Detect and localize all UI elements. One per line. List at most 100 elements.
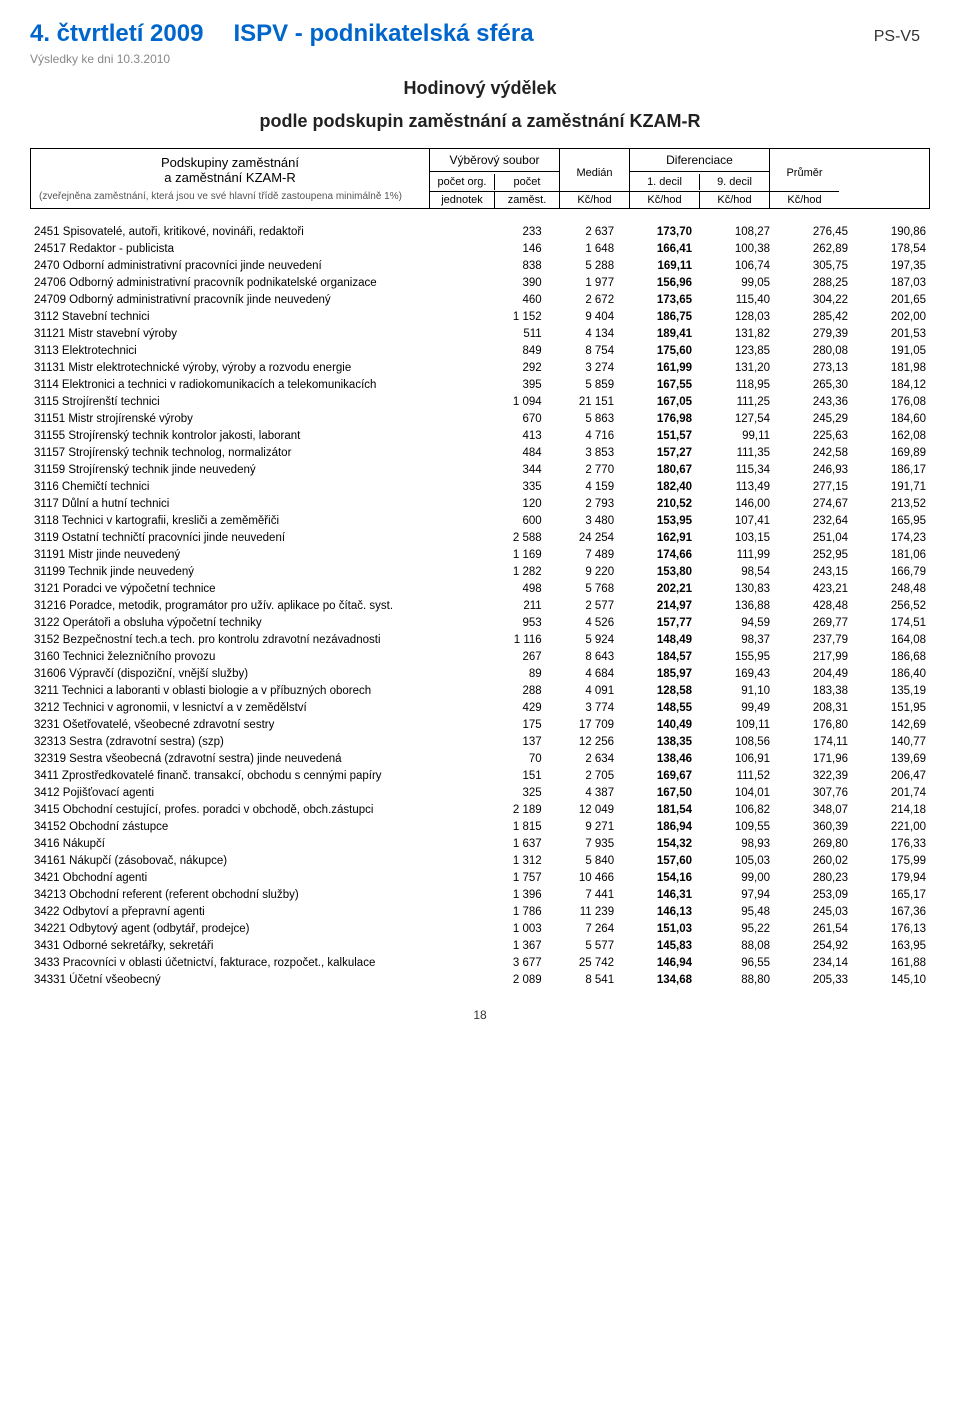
row-val: 135,19 bbox=[852, 682, 930, 699]
table-row: 3421 Obchodní agenti1 75710 466154,1699,… bbox=[30, 869, 930, 886]
row-val: 245,03 bbox=[774, 903, 852, 920]
row-val: 413 bbox=[473, 427, 545, 444]
row-val: 4 526 bbox=[546, 614, 618, 631]
table-row: 3415 Obchodní cestující, profes. poradci… bbox=[30, 801, 930, 818]
row-name: 3231 Ošetřovatelé, všeobecné zdravotní s… bbox=[30, 716, 473, 733]
row-val: 304,22 bbox=[774, 291, 852, 308]
row-val: 265,30 bbox=[774, 376, 852, 393]
th-avg: Průměr Kč/hod bbox=[769, 149, 839, 208]
table-row: 24517 Redaktor - publicista1461 648166,4… bbox=[30, 240, 930, 257]
row-val: 162,08 bbox=[852, 427, 930, 444]
row-val: 175 bbox=[473, 716, 545, 733]
data-table: 2451 Spisovatelé, autoři, kritikové, nov… bbox=[30, 223, 930, 988]
row-val: 128,03 bbox=[696, 308, 774, 325]
row-val: 134,68 bbox=[618, 971, 696, 988]
row-val: 205,33 bbox=[774, 971, 852, 988]
table-row: 31121 Mistr stavební výroby5114 134189,4… bbox=[30, 325, 930, 342]
row-val: 190,86 bbox=[852, 223, 930, 240]
row-val: 4 387 bbox=[546, 784, 618, 801]
row-val: 108,27 bbox=[696, 223, 774, 240]
row-val: 161,99 bbox=[618, 359, 696, 376]
row-val: 145,83 bbox=[618, 937, 696, 954]
row-val: 267 bbox=[473, 648, 545, 665]
table-row: 31157 Strojírenský technik technolog, no… bbox=[30, 444, 930, 461]
row-val: 285,42 bbox=[774, 308, 852, 325]
row-val: 186,94 bbox=[618, 818, 696, 835]
th-left: Podskupiny zaměstnání a zaměstnání KZAM-… bbox=[31, 149, 429, 208]
row-name: 24706 Odborný administrativní pracovník … bbox=[30, 274, 473, 291]
table-row: 3122 Operátoři a obsluha výpočetní techn… bbox=[30, 614, 930, 631]
row-val: 429 bbox=[473, 699, 545, 716]
th-org: počet org. bbox=[430, 174, 495, 190]
row-val: 146,94 bbox=[618, 954, 696, 971]
table-row: 3431 Odborné sekretářky, sekretáři1 3675… bbox=[30, 937, 930, 954]
row-val: 136,88 bbox=[696, 597, 774, 614]
row-val: 305,75 bbox=[774, 257, 852, 274]
row-name: 34213 Obchodní referent (referent obchod… bbox=[30, 886, 473, 903]
row-val: 157,60 bbox=[618, 852, 696, 869]
row-val: 5 840 bbox=[546, 852, 618, 869]
row-val: 151,57 bbox=[618, 427, 696, 444]
row-val: 176,80 bbox=[774, 716, 852, 733]
row-val: 260,02 bbox=[774, 852, 852, 869]
row-val: 1 648 bbox=[546, 240, 618, 257]
th-d1: 1. decil bbox=[630, 174, 700, 190]
row-val: 248,48 bbox=[852, 580, 930, 597]
row-val: 279,39 bbox=[774, 325, 852, 342]
row-val: 156,96 bbox=[618, 274, 696, 291]
row-val: 12 256 bbox=[546, 733, 618, 750]
row-val: 1 977 bbox=[546, 274, 618, 291]
row-val: 390 bbox=[473, 274, 545, 291]
th-median: Medián Kč/hod bbox=[559, 149, 629, 208]
row-val: 99,49 bbox=[696, 699, 774, 716]
row-name: 3411 Zprostředkovatelé finanč. transakcí… bbox=[30, 767, 473, 784]
row-val: 256,52 bbox=[852, 597, 930, 614]
table-header-box: Podskupiny zaměstnání a zaměstnání KZAM-… bbox=[30, 148, 930, 209]
row-val: 167,05 bbox=[618, 393, 696, 410]
row-name: 31151 Mistr strojírenské výroby bbox=[30, 410, 473, 427]
row-name: 31131 Mistr elektrotechnické výroby, výr… bbox=[30, 359, 473, 376]
row-val: 179,94 bbox=[852, 869, 930, 886]
row-val: 849 bbox=[473, 342, 545, 359]
row-val: 202,21 bbox=[618, 580, 696, 597]
row-val: 325 bbox=[473, 784, 545, 801]
row-val: 4 091 bbox=[546, 682, 618, 699]
row-name: 3117 Důlní a hutní technici bbox=[30, 495, 473, 512]
row-val: 1 367 bbox=[473, 937, 545, 954]
row-val: 153,80 bbox=[618, 563, 696, 580]
row-val: 99,00 bbox=[696, 869, 774, 886]
table-row: 3212 Technici v agronomii, v lesnictví a… bbox=[30, 699, 930, 716]
row-name: 31159 Strojírenský technik jinde neuvede… bbox=[30, 461, 473, 478]
row-val: 113,49 bbox=[696, 478, 774, 495]
row-val: 2 705 bbox=[546, 767, 618, 784]
row-val: 4 684 bbox=[546, 665, 618, 682]
row-val: 88,08 bbox=[696, 937, 774, 954]
table-row: 31151 Mistr strojírenské výroby6705 8631… bbox=[30, 410, 930, 427]
table-row: 3118 Technici v kartografii, kresliči a … bbox=[30, 512, 930, 529]
row-val: 137 bbox=[473, 733, 545, 750]
section-title-2: podle podskupin zaměstnání a zaměstnání … bbox=[30, 111, 930, 132]
row-val: 1 152 bbox=[473, 308, 545, 325]
table-row: 34331 Účetní všeobecný2 0898 541134,6888… bbox=[30, 971, 930, 988]
row-val: 8 754 bbox=[546, 342, 618, 359]
row-val: 186,68 bbox=[852, 648, 930, 665]
row-val: 1 116 bbox=[473, 631, 545, 648]
row-val: 115,34 bbox=[696, 461, 774, 478]
row-val: 3 274 bbox=[546, 359, 618, 376]
row-val: 1 815 bbox=[473, 818, 545, 835]
row-val: 1 396 bbox=[473, 886, 545, 903]
table-row: 2451 Spisovatelé, autoři, kritikové, nov… bbox=[30, 223, 930, 240]
row-val: 186,17 bbox=[852, 461, 930, 478]
row-val: 2 770 bbox=[546, 461, 618, 478]
row-name: 3121 Poradci ve výpočetní technice bbox=[30, 580, 473, 597]
row-val: 98,93 bbox=[696, 835, 774, 852]
row-name: 24517 Redaktor - publicista bbox=[30, 240, 473, 257]
row-name: 3212 Technici v agronomii, v lesnictví a… bbox=[30, 699, 473, 716]
row-val: 307,76 bbox=[774, 784, 852, 801]
row-name: 3422 Odbytoví a přepravní agenti bbox=[30, 903, 473, 920]
row-val: 146,31 bbox=[618, 886, 696, 903]
row-val: 151,95 bbox=[852, 699, 930, 716]
row-val: 99,05 bbox=[696, 274, 774, 291]
row-val: 169,43 bbox=[696, 665, 774, 682]
row-val: 2 793 bbox=[546, 495, 618, 512]
